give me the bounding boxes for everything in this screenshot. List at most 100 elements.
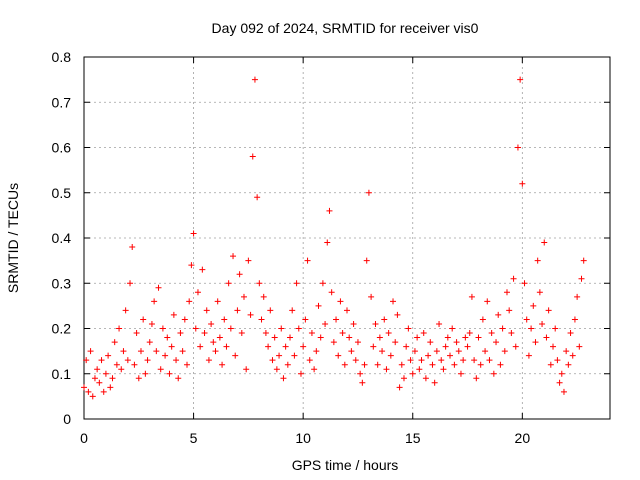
data-point [317, 334, 324, 341]
data-point [455, 348, 462, 355]
data-point [438, 357, 445, 364]
data-point [164, 334, 171, 341]
data-point [113, 361, 120, 368]
data-point [146, 339, 153, 346]
data-point [552, 325, 559, 332]
data-point [287, 334, 294, 341]
data-point [96, 379, 103, 386]
data-point [392, 339, 399, 346]
data-point [155, 284, 162, 291]
data-point [405, 325, 412, 332]
data-point [418, 357, 425, 364]
data-point [425, 352, 432, 359]
data-point [120, 348, 127, 355]
data-point [357, 370, 364, 377]
data-point [201, 330, 208, 337]
data-point [208, 320, 215, 327]
data-point [390, 298, 397, 305]
y-tick-label: 0.8 [52, 49, 72, 65]
data-point [293, 280, 300, 287]
data-point [262, 330, 269, 337]
data-point [236, 271, 243, 278]
data-point [506, 307, 513, 314]
data-point [361, 361, 368, 368]
data-point [271, 334, 278, 341]
data-point [497, 361, 504, 368]
data-point [319, 280, 326, 287]
data-point [550, 343, 557, 350]
x-tick-label: 5 [190, 430, 198, 446]
data-point [512, 343, 519, 350]
data-point [556, 379, 563, 386]
data-point [282, 343, 289, 350]
data-point [451, 361, 458, 368]
data-point [284, 361, 291, 368]
data-point [517, 76, 524, 83]
data-point [466, 330, 473, 337]
data-point [414, 334, 421, 341]
data-point [503, 289, 510, 296]
data-point [493, 339, 500, 346]
data-point [311, 366, 318, 373]
data-point [140, 316, 147, 323]
data-point [127, 280, 134, 287]
data-point [83, 357, 90, 364]
data-point [234, 307, 241, 314]
data-point [396, 384, 403, 391]
data-point [210, 339, 217, 346]
data-point [267, 307, 274, 314]
data-point [186, 298, 193, 305]
data-point [173, 357, 180, 364]
data-point [376, 334, 383, 341]
data-point [539, 320, 546, 327]
data-point [232, 352, 239, 359]
data-point [444, 334, 451, 341]
data-point [409, 370, 416, 377]
data-point [339, 330, 346, 337]
data-point [436, 320, 443, 327]
data-point [350, 320, 357, 327]
grid [84, 57, 610, 419]
data-point [170, 311, 177, 318]
data-point [473, 375, 480, 382]
data-point [407, 357, 414, 364]
data-point [249, 153, 256, 160]
data-point [501, 348, 508, 355]
data-point [429, 361, 436, 368]
data-point [398, 361, 405, 368]
data-point [197, 343, 204, 350]
data-point [184, 361, 191, 368]
data-point [335, 352, 342, 359]
data-point [225, 280, 232, 287]
data-point [107, 384, 114, 391]
data-point [486, 357, 493, 364]
data-point [543, 334, 550, 341]
data-point [433, 348, 440, 355]
data-point [212, 348, 219, 355]
data-point [370, 343, 377, 350]
data-point [431, 379, 438, 386]
data-point [322, 320, 329, 327]
x-tick-label: 15 [405, 430, 421, 446]
data-point [260, 293, 267, 300]
data-point [440, 366, 447, 373]
data-point [394, 311, 401, 318]
data-point [385, 330, 392, 337]
data-point [574, 293, 581, 300]
data-point [554, 357, 561, 364]
data-point [372, 320, 379, 327]
y-tick-label: 0.7 [52, 94, 72, 110]
data-point [265, 343, 272, 350]
data-point [219, 361, 226, 368]
data-point [131, 361, 138, 368]
data-point [530, 302, 537, 309]
data-point [98, 357, 105, 364]
data-point [525, 352, 532, 359]
data-point [157, 366, 164, 373]
data-point [223, 343, 230, 350]
data-point [230, 253, 237, 260]
data-point [569, 352, 576, 359]
data-point [129, 244, 136, 251]
data-point [490, 370, 497, 377]
x-tick-label: 20 [515, 430, 531, 446]
